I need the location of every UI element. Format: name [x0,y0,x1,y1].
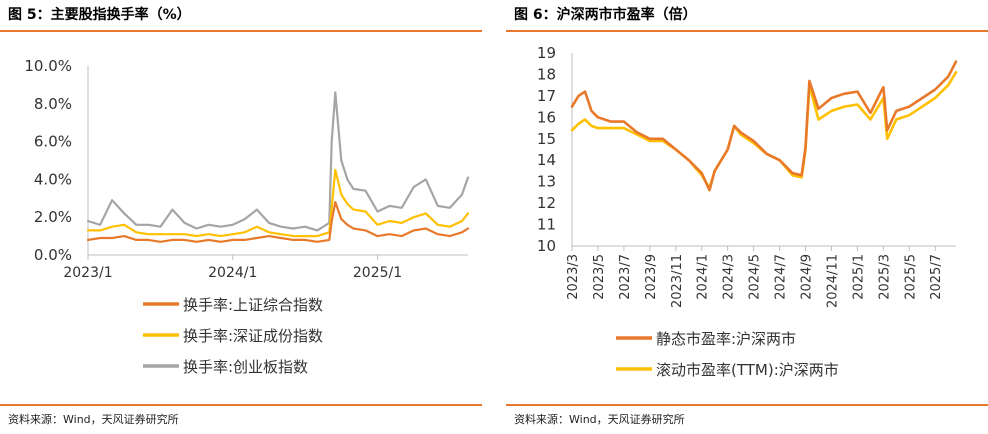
y-tick-label: 18 [537,65,556,83]
figure-6-chart: 10 11 12 13 14 15 16 17 18 19 2023/3 2023/5 2023/7 20… [537,44,958,379]
x-tick-label: 2024/11 [825,254,840,308]
y-tick-label: 12 [537,194,556,212]
y-tick-label: 10 [537,237,556,255]
figure-5-source: 资料来源：Wind，天风证券研究所 [8,413,179,426]
x-tick-label: 2024/5 [748,254,763,300]
y-tick-label: 17 [537,87,556,105]
y-tick-label: 0.0% [34,246,72,264]
series-line-1 [570,71,958,190]
y-tick-label: 16 [537,108,556,126]
x-tick-label: 2024/1 [208,265,257,281]
y-tick-label: 13 [537,173,556,191]
figure-5-chart: 0.0% 2.0% 4.0% 6.0% 8.0% 10.0% 2023/1 2024/1 202… [24,57,470,376]
y-tick-label: 14 [537,151,556,169]
x-tick-label: 2024/3 [722,254,737,300]
figure-5-title: 图 5：主要股指换手率（%） [8,7,191,23]
x-tick-label: 2025/3 [877,254,892,300]
legend-label-2: 换手率:创业板指数 [183,358,308,376]
series-line-0 [570,60,958,192]
x-tick-label: 2023/11 [670,254,685,308]
series-line-0 [86,201,470,243]
x-tick-label: 2023/5 [592,254,607,300]
x-tick-label: 2025/1 [851,254,866,300]
x-tick-label: 2023/9 [644,254,659,300]
y-tick-label: 19 [537,44,556,62]
y-tick-label: 11 [537,216,556,234]
x-tick-label: 2023/3 [566,254,581,300]
y-tick-label: 2.0% [34,208,72,226]
legend-label-1: 换手率:深证成份指数 [183,327,323,345]
legend-label-1: 滚动市盈率(TTM):沪深两市 [656,361,839,379]
figure-6-bottom-rule [506,404,988,406]
y-tick-label: 15 [537,130,556,148]
x-tick-label: 2025/5 [903,254,918,300]
figure-5-top-rule [0,30,482,32]
x-tick-label: 2024/9 [800,254,815,300]
series-line-1 [86,168,470,238]
y-tick-label: 6.0% [34,133,72,151]
x-tick-label: 2024/7 [774,254,789,300]
legend-label-0: 换手率:上证综合指数 [183,296,323,314]
figure-6-title: 图 6：沪深两市市盈率（倍） [514,7,697,23]
x-tick-label: 2023/7 [618,254,633,300]
y-tick-label: 10.0% [24,57,72,75]
x-tick-label: 2025/7 [929,254,944,300]
y-tick-label: 4.0% [34,170,72,188]
y-tick-label: 8.0% [34,95,72,113]
x-tick-label: 2024/1 [696,254,711,300]
series-line-2 [86,91,470,232]
figure-6-source: 资料来源：Wind，天风证券研究所 [514,413,685,426]
legend-label-0: 静态市盈率:沪深两市 [656,330,796,348]
figure-6-top-rule [506,30,988,32]
x-tick-label: 2025/1 [353,265,402,281]
figure-6-panel: 图 6：沪深两市市盈率（倍） 10 11 12 13 14 15 16 17 18 19 2023/… [506,0,988,434]
figure-5-bottom-rule [0,404,482,406]
figure-5-panel: 图 5：主要股指换手率（%） 0.0% 2.0% 4.0% 6.0% 8.0% 10.0%… [0,0,482,434]
x-tick-label: 2023/1 [63,265,112,281]
